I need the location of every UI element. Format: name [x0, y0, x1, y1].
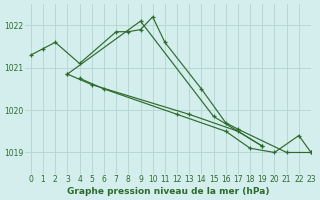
X-axis label: Graphe pression niveau de la mer (hPa): Graphe pression niveau de la mer (hPa) [67, 187, 269, 196]
